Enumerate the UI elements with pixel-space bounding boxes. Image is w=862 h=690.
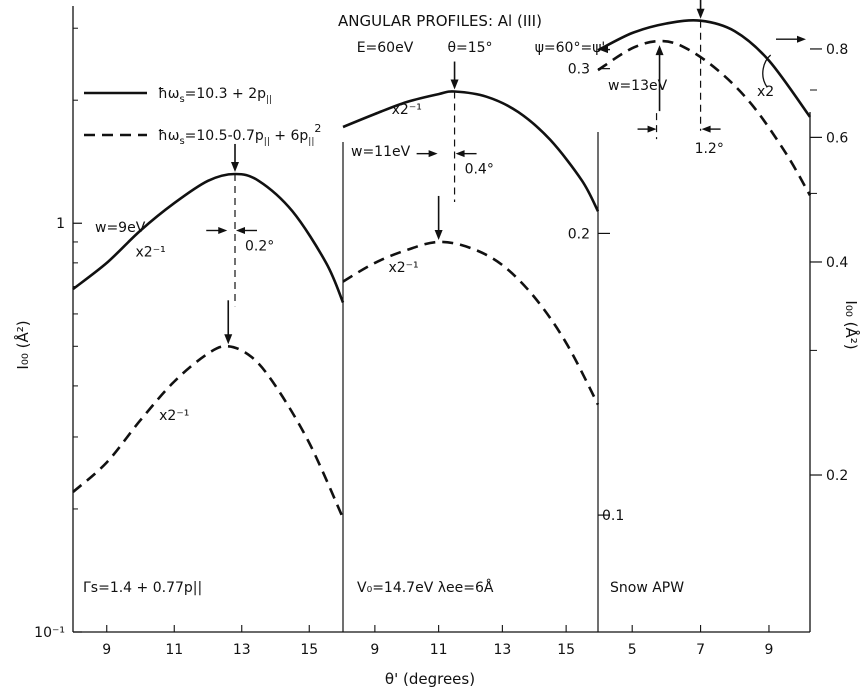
peak-arrow-solid-head (231, 161, 239, 172)
peak-arrow-dashed-head (434, 229, 443, 240)
x-axis-tick-label: 15 (557, 642, 575, 658)
dashed-series-line (342, 240, 600, 406)
annotations: w=9eV Γs=1.4 + 0.77p|| x2⁻¹ x2⁻¹ 0.2° w=11eV V… (83, 0, 806, 596)
dashed-series-line (597, 39, 812, 197)
shift-arrow-right-head (236, 226, 245, 234)
shift-arrow-right-head (701, 125, 711, 133)
peak-shift-label: 1.2° (695, 141, 724, 157)
peak-arrow-solid-head (450, 79, 459, 90)
panel-bottom-label: Γs=1.4 + 0.77p|| (83, 580, 202, 596)
panel-p1 (72, 172, 345, 519)
chart-subtitle-theta: θ=15° (447, 40, 492, 56)
right-axis-tick-label: 0.6 (826, 130, 848, 146)
x-axis-tick-label: 7 (696, 642, 705, 658)
right-axis-tick-label: 0.4 (826, 255, 848, 271)
dashed-series-line (72, 344, 345, 519)
x-axis-tick-label: 13 (493, 642, 511, 658)
legend-solid-label: ħωs=10.3 + 2p|| (158, 86, 272, 105)
x-axis-tick-label: 9 (370, 642, 379, 658)
w-label: w=11eV (351, 144, 411, 160)
inner-axis-reference-arrow-head (599, 46, 608, 54)
right-axis-reference-arrow-head (797, 35, 806, 43)
w-label: w=9eV (95, 220, 146, 236)
scale-factor-label: x2⁻¹ (388, 260, 418, 276)
panel-bottom-label: Snow APW (610, 580, 684, 596)
scale-factor-label: x2 (757, 84, 774, 100)
right-axis-tick-label: 0.8 (826, 42, 848, 58)
w-label: w=13eV (608, 78, 668, 94)
shift-arrow-left-head (218, 226, 228, 234)
solid-series-line (342, 90, 600, 212)
scale-factor-label: x2⁻¹ (392, 102, 422, 118)
inner-axis-tick-label: 0.3 (568, 62, 590, 78)
inner-axis-tick-label: 0.1 (602, 508, 624, 524)
x-axis-tick-label: 11 (430, 642, 448, 658)
x-axis-tick-label: 5 (628, 642, 637, 658)
peak-arrow-solid-head (696, 8, 705, 19)
x2-pointer (762, 54, 772, 88)
panel-p3 (597, 19, 812, 197)
peak-arrow-dashed-head (655, 45, 664, 56)
chart-title: ANGULAR PROFILES: Al (III) (338, 12, 542, 30)
left-axis-tick-label: 1 (56, 216, 65, 232)
solid-series-line (72, 172, 345, 304)
solid-series-line (597, 19, 812, 118)
chart-title-block: ANGULAR PROFILES: Al (III) E=60eV θ=15° … (338, 12, 605, 56)
inner-axis-tick-label: 0.2 (568, 226, 590, 242)
x-axis-tick-label: 9 (102, 642, 111, 658)
y-axis-label-left: I₀₀ (Å²) (13, 320, 32, 369)
right-axis-tick-label: 0.2 (826, 468, 848, 484)
x-axis-tick-label: 11 (165, 642, 183, 658)
chart-subtitle-energy: E=60eV (357, 40, 414, 56)
y-axis-label-right: I₀₀ (Å²) (842, 300, 861, 349)
scale-factor-label: x2⁻¹ (159, 408, 189, 424)
shift-arrow-right-head (455, 150, 465, 158)
shift-arrow-left-head (428, 150, 438, 158)
panel-bottom-label: V₀=14.7eV λee=6Å (357, 579, 494, 596)
x-axis-tick-label: 9 (765, 642, 774, 658)
x-axis-label: θ' (degrees) (385, 670, 475, 688)
legend: ħωs=10.3 + 2p|| ħωs=10.5-0.7p|| + 6p||2 (84, 86, 321, 147)
peak-shift-label: 0.4° (465, 162, 494, 178)
peak-shift-label: 0.2° (245, 238, 274, 254)
left-axis-tick-label: 10⁻¹ (34, 625, 65, 641)
axes: 1 10⁻¹ 0.8 0.6 0.4 0.2 9 11 13 15 9 11 13 15 5 7 9 0.3 0.2… (34, 6, 848, 658)
shift-arrow-left-head (647, 125, 657, 133)
peak-arrow-dashed-head (224, 334, 233, 345)
legend-dashed-label: ħωs=10.5-0.7p|| + 6p||2 (158, 122, 321, 147)
x-axis-tick-label: 13 (233, 642, 251, 658)
chart-subtitle-psi: ψ=60°=ψ' (535, 40, 606, 56)
panel-p2 (342, 90, 600, 406)
x-axis-tick-label: 15 (300, 642, 318, 658)
scale-factor-label: x2⁻¹ (136, 244, 166, 260)
